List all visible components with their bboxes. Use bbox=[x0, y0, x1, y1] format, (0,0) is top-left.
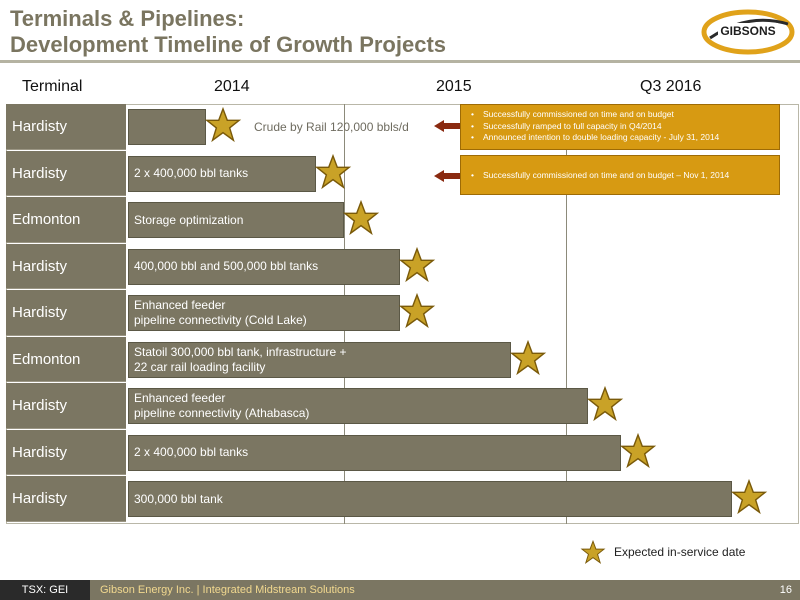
project-label: Statoil 300,000 bbl tank, infrastructure… bbox=[134, 344, 347, 374]
in-service-star-icon bbox=[342, 200, 380, 236]
in-service-star-icon bbox=[509, 339, 547, 375]
project-label: 2 x 400,000 bbl tanks bbox=[134, 166, 249, 180]
project-bar bbox=[128, 202, 344, 238]
in-service-star-icon bbox=[730, 479, 768, 515]
arrow-icon bbox=[434, 120, 460, 132]
project-label: Enhanced feeder pipeline connectivity (A… bbox=[134, 391, 310, 420]
gibsons-logo: GIBSONS bbox=[701, 9, 795, 55]
ticker-badge: TSX: GEI bbox=[0, 580, 90, 600]
terminal-label-hardisty: Hardisty bbox=[6, 150, 126, 196]
terminal-label-edmonton: Edmonton bbox=[6, 336, 126, 382]
project-label: 400,000 bbl and 500,000 bbl tanks bbox=[134, 259, 319, 273]
project-label: 2 x 400,000 bbl tanks bbox=[134, 445, 249, 459]
year-header-2015: 2015 bbox=[436, 78, 472, 95]
crude-by-rail-annotation: Crude by Rail 120,000 bbls/d bbox=[254, 120, 409, 134]
footer-company: Gibson Energy Inc. | Integrated Midstrea… bbox=[100, 584, 355, 596]
callout-hardisty-tanks: Successfully commissioned on time and on… bbox=[460, 155, 780, 195]
callout-arrows bbox=[434, 120, 460, 182]
callout-bullet: Announced intention to double loading ca… bbox=[471, 132, 773, 144]
project-label: Storage optimization bbox=[134, 212, 244, 227]
arrow-icon bbox=[434, 170, 460, 182]
project-bar bbox=[128, 109, 206, 145]
logo-wordmark: GIBSONS bbox=[720, 24, 775, 38]
project-bar bbox=[128, 155, 316, 192]
in-service-star-icon bbox=[619, 432, 657, 468]
terminal-column-header: Terminal bbox=[22, 78, 83, 95]
terminal-label-hardisty: Hardisty bbox=[6, 383, 126, 429]
terminal-label-hardisty: Hardisty bbox=[6, 290, 126, 336]
page-number: 16 bbox=[779, 584, 792, 596]
title-line-2: Development Timeline of Growth Projects bbox=[10, 32, 447, 57]
project-bar bbox=[128, 434, 621, 471]
legend-label: Expected in-service date bbox=[614, 545, 746, 559]
terminal-label-edmonton: Edmonton bbox=[6, 197, 126, 243]
project-bar bbox=[128, 341, 511, 378]
callout-bullet: Successfully commissioned on time and on… bbox=[471, 170, 773, 182]
year-header-q3-2016: Q3 2016 bbox=[640, 78, 702, 95]
callout-bullet: Successfully commissioned on time and on… bbox=[471, 109, 773, 121]
project-bar bbox=[128, 295, 400, 331]
project-bar bbox=[128, 481, 732, 517]
project-label: 300,000 bbl tank bbox=[134, 491, 223, 506]
title-divider bbox=[0, 60, 800, 63]
terminal-label-hardisty: Hardisty bbox=[6, 104, 126, 150]
callout-bullet: Successfully ramped to full capacity in … bbox=[471, 121, 773, 133]
terminal-label-hardisty: Hardisty bbox=[6, 243, 126, 289]
footer-bar bbox=[0, 580, 800, 600]
terminal-label-hardisty: Hardisty bbox=[6, 476, 126, 522]
project-bar bbox=[128, 388, 588, 424]
gridline-q3-2016 bbox=[566, 104, 567, 524]
year-header-2014: 2014 bbox=[214, 78, 250, 95]
in-service-star-icon bbox=[586, 386, 624, 422]
page-title: Terminals & Pipelines: Development Timel… bbox=[10, 6, 446, 58]
in-service-star-icon bbox=[398, 246, 436, 282]
in-service-star-icon bbox=[204, 107, 242, 143]
in-service-star-icon bbox=[398, 293, 436, 329]
terminal-label-hardisty: Hardisty bbox=[6, 429, 126, 475]
title-line-1: Terminals & Pipelines: bbox=[10, 6, 245, 31]
project-label: Enhanced feeder pipeline connectivity (C… bbox=[134, 298, 307, 327]
callout-hardisty-rail: Successfully commissioned on time and on… bbox=[460, 104, 780, 150]
in-service-star-icon bbox=[314, 153, 352, 189]
legend-star-icon bbox=[580, 540, 606, 565]
project-bar bbox=[128, 248, 400, 285]
